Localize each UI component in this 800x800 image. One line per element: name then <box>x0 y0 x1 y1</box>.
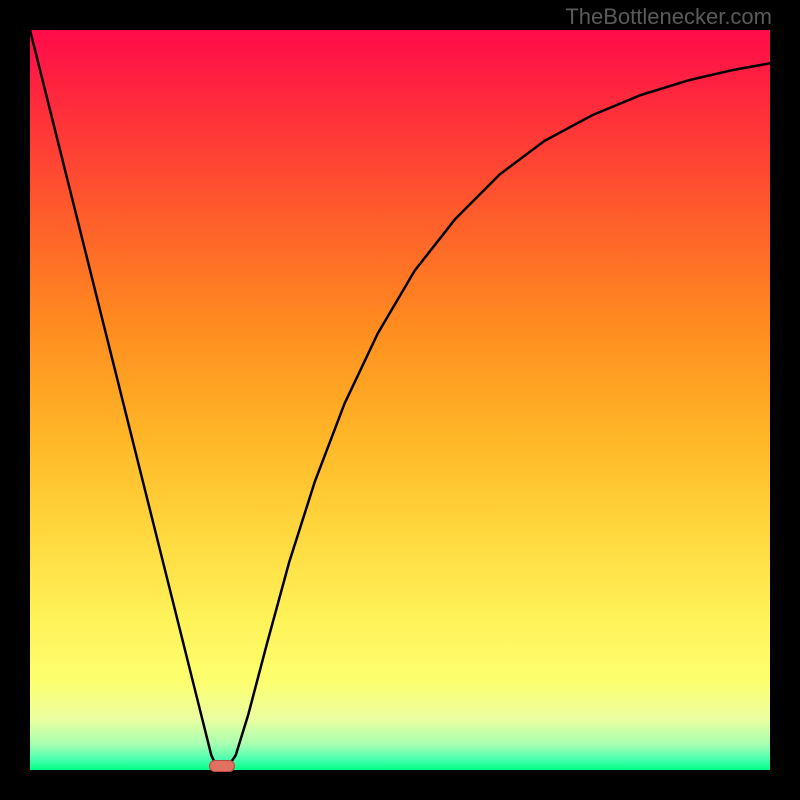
marker-pill <box>209 760 235 772</box>
bottleneck-curve <box>30 30 770 768</box>
stage: TheBottlenecker.com <box>0 0 800 800</box>
plot-frame <box>30 30 770 770</box>
curve-svg <box>30 30 770 770</box>
watermark-text: TheBottlenecker.com <box>565 4 772 30</box>
